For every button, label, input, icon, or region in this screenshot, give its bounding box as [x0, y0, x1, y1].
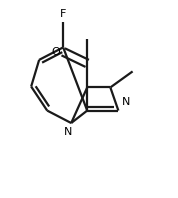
Text: O: O: [51, 47, 60, 57]
Text: N: N: [122, 97, 130, 107]
Text: F: F: [60, 9, 66, 19]
Text: N: N: [64, 128, 72, 137]
